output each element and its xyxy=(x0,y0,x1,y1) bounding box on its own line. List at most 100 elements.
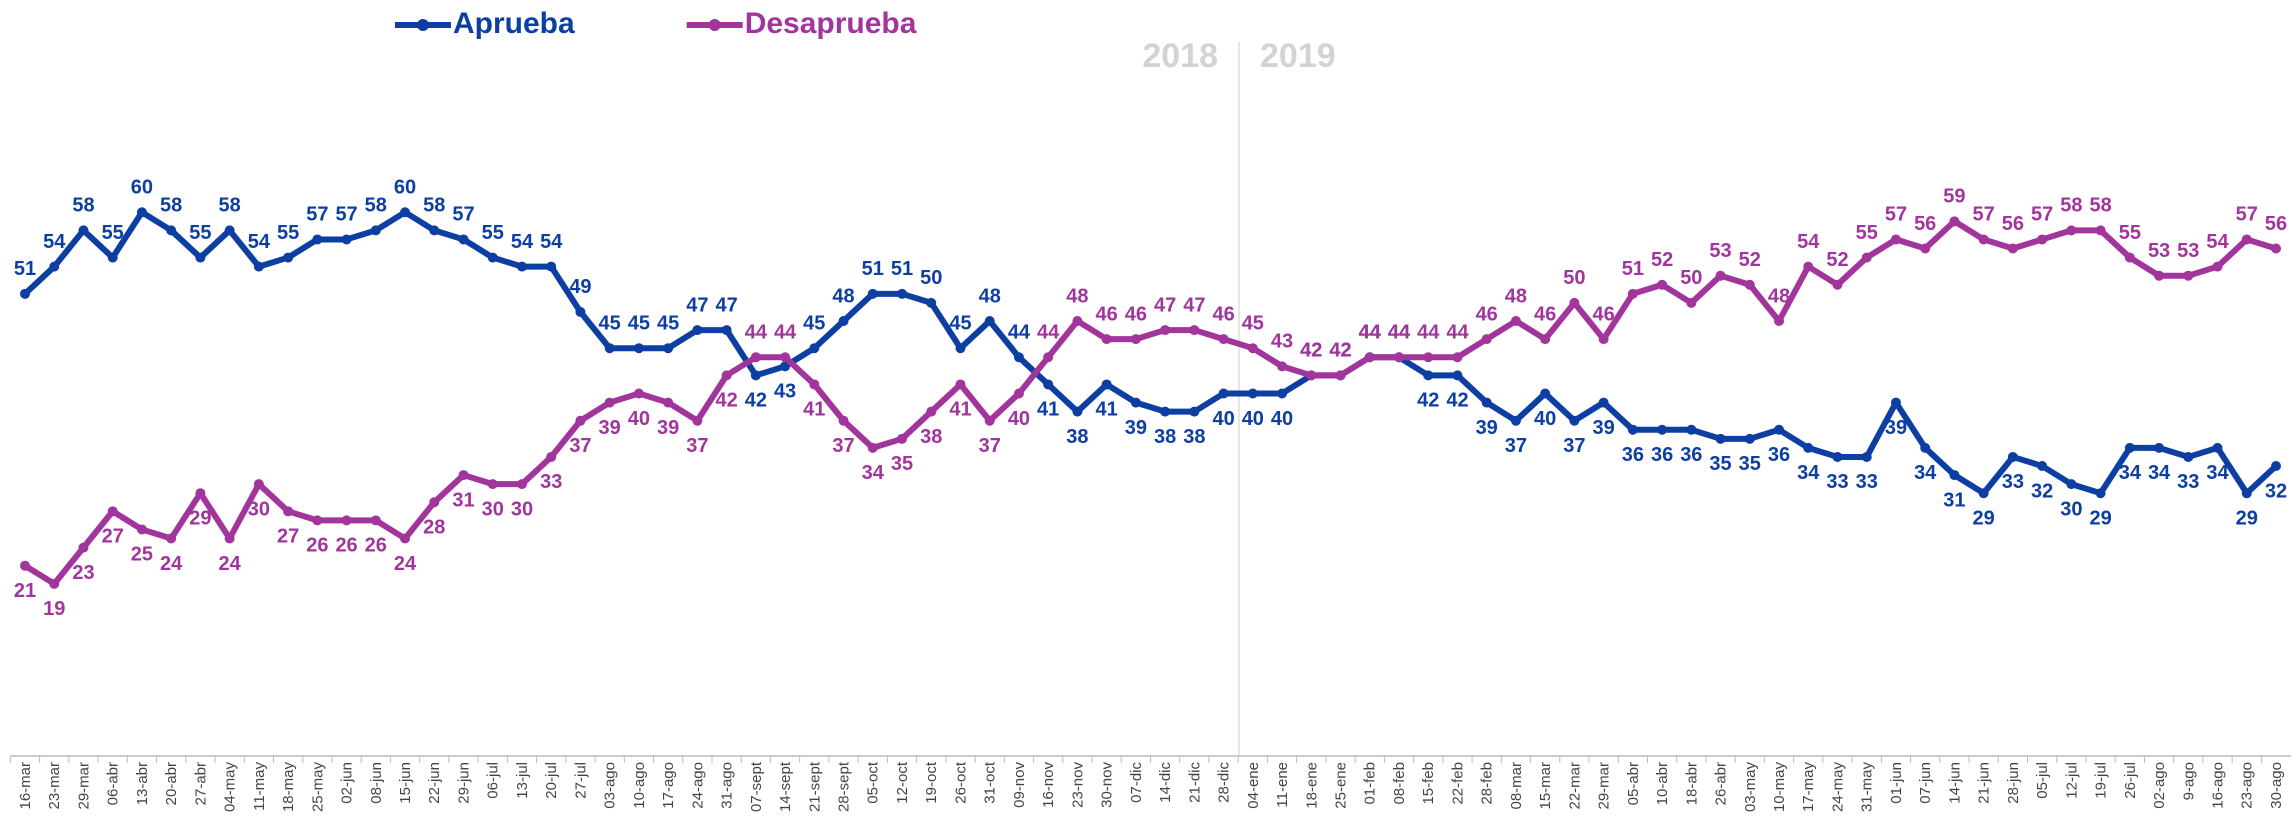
data-point xyxy=(1189,325,1200,336)
data-point xyxy=(400,533,411,544)
data-label: 29 xyxy=(2089,507,2111,529)
data-point xyxy=(2007,243,2018,254)
data-label: 46 xyxy=(1592,303,1614,325)
x-tick-label: 09-nov xyxy=(1011,762,1028,808)
data-point xyxy=(107,252,118,263)
data-label: 48 xyxy=(1768,285,1790,307)
data-label: 54 xyxy=(248,231,271,253)
data-label: 34 xyxy=(1914,462,1937,484)
data-label: 57 xyxy=(1973,204,1995,226)
data-label: 35 xyxy=(1739,453,1761,475)
data-label: 36 xyxy=(1680,444,1702,466)
x-tick-label: 07-jun xyxy=(1917,762,1934,804)
x-tick-label: 25-may xyxy=(309,762,326,813)
legend-marker xyxy=(708,19,721,31)
data-label: 44 xyxy=(745,322,768,344)
data-label: 55 xyxy=(482,222,504,244)
data-label: 51 xyxy=(14,258,36,280)
data-point xyxy=(78,225,89,236)
data-point xyxy=(2124,252,2135,263)
data-label: 24 xyxy=(219,553,242,575)
x-tick-label: 22-jun xyxy=(426,762,443,804)
data-label: 36 xyxy=(1651,444,1673,466)
x-tick-label: 31-ago xyxy=(719,762,736,809)
x-tick-label: 26-oct xyxy=(952,761,969,804)
data-label: 38 xyxy=(920,426,942,448)
data-label: 48 xyxy=(1505,285,1527,307)
data-label: 46 xyxy=(1476,303,1498,325)
x-tick-label: 21-sept xyxy=(806,761,823,812)
data-label: 41 xyxy=(1037,399,1059,421)
data-point xyxy=(253,261,264,272)
data-label: 40 xyxy=(1534,408,1556,430)
data-point xyxy=(2183,451,2194,462)
data-point xyxy=(487,252,498,263)
data-point xyxy=(195,252,206,263)
data-point xyxy=(370,225,381,236)
data-label: 44 xyxy=(774,322,797,344)
x-tick-label: 26-jul xyxy=(2122,762,2139,799)
data-label: 30 xyxy=(511,498,533,520)
data-label: 58 xyxy=(219,195,241,217)
x-tick-label: 28-dic xyxy=(1216,762,1233,803)
x-tick-label: 18-abr xyxy=(1683,762,1700,805)
data-point xyxy=(750,352,761,363)
data-label: 38 xyxy=(1154,426,1176,448)
data-label: 40 xyxy=(1271,408,1293,430)
data-label: 19 xyxy=(43,598,65,620)
data-label: 51 xyxy=(891,258,913,280)
legend-marker xyxy=(417,19,429,31)
data-label: 47 xyxy=(715,294,737,316)
x-tick-label: 16-nov xyxy=(1040,762,1057,808)
data-point xyxy=(1569,297,1580,308)
data-label: 56 xyxy=(1914,213,1936,235)
x-tick-label: 13-abr xyxy=(134,762,151,805)
data-point xyxy=(1598,334,1609,345)
data-point xyxy=(780,352,791,363)
data-point xyxy=(2007,451,2018,462)
data-label: 43 xyxy=(774,381,796,403)
data-label: 39 xyxy=(657,417,679,439)
x-tick-label: 14-jun xyxy=(1946,762,1963,804)
x-tick-label: 28-jun xyxy=(2005,762,2022,804)
data-label: 29 xyxy=(189,507,211,529)
data-point xyxy=(1774,316,1785,326)
data-point xyxy=(2271,243,2281,254)
data-label: 46 xyxy=(1125,303,1147,325)
data-point xyxy=(575,306,586,317)
x-tick-label: 08-jun xyxy=(368,762,385,804)
x-tick-label: 20-abr xyxy=(163,762,180,805)
data-point xyxy=(1510,415,1521,426)
data-label: 39 xyxy=(1885,417,1907,439)
data-point xyxy=(1657,279,1668,290)
x-tick-label: 04-may xyxy=(222,762,239,813)
data-label: 24 xyxy=(394,553,417,575)
data-label: 40 xyxy=(1212,408,1234,430)
x-tick-label: 23-ago xyxy=(2239,762,2256,809)
data-label: 27 xyxy=(277,526,299,548)
data-label: 34 xyxy=(2206,462,2229,484)
data-point xyxy=(1423,352,1434,363)
data-label: 37 xyxy=(569,435,591,457)
x-tick-label: 24-ago xyxy=(689,762,706,809)
data-label: 36 xyxy=(1768,444,1790,466)
data-label: 45 xyxy=(1242,312,1264,334)
x-tick-label: 06-abr xyxy=(105,762,122,805)
data-point xyxy=(1189,406,1200,417)
data-label: 27 xyxy=(102,526,124,548)
x-tick-label: 26-abr xyxy=(1713,762,1730,805)
data-point xyxy=(1218,388,1229,399)
data-label: 55 xyxy=(189,222,211,244)
data-label: 32 xyxy=(2031,480,2053,502)
data-label: 25 xyxy=(131,544,153,566)
data-point xyxy=(897,288,908,299)
data-label: 33 xyxy=(1826,471,1848,493)
x-tick-label: 27-abr xyxy=(192,762,209,805)
data-label: 59 xyxy=(1943,186,1965,208)
data-point xyxy=(575,415,586,426)
data-point xyxy=(926,406,937,417)
data-point xyxy=(312,234,323,245)
x-tick-label: 11-ene xyxy=(1274,762,1291,808)
data-label: 32 xyxy=(2265,480,2287,502)
data-label: 37 xyxy=(979,435,1001,457)
